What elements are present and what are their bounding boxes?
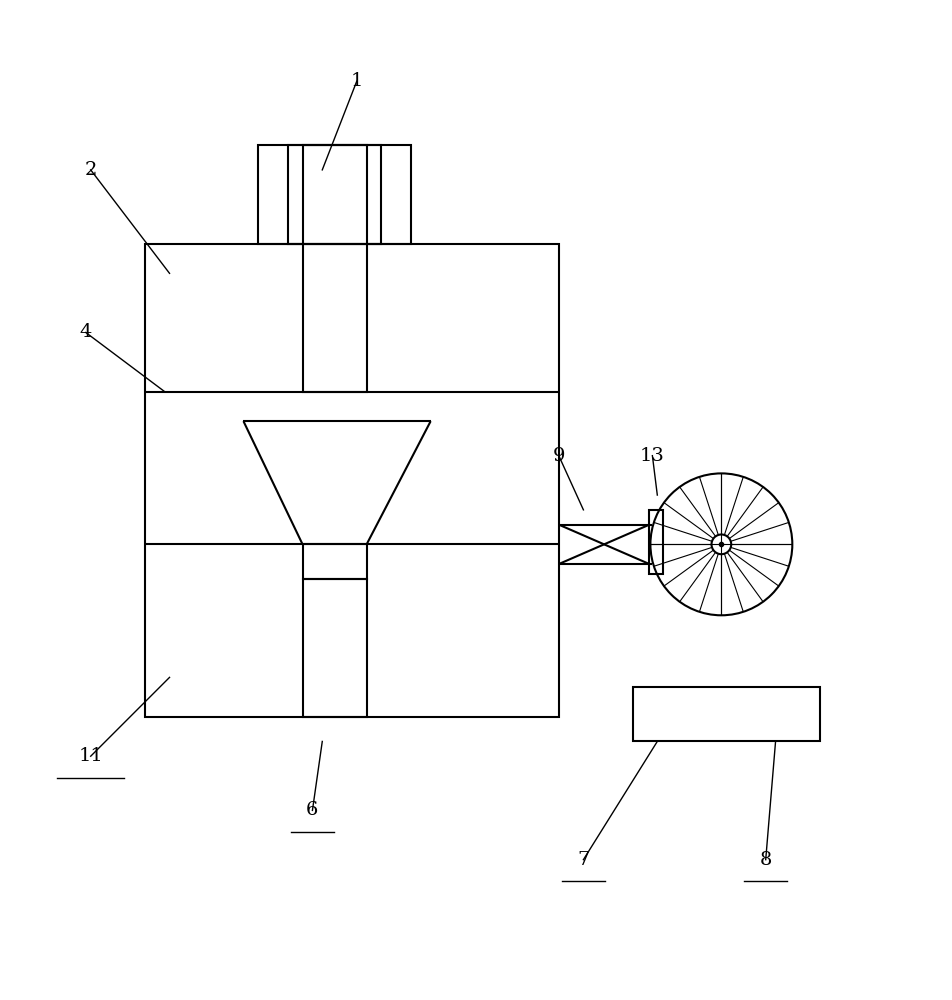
Text: 1: 1 — [350, 72, 363, 90]
Bar — [303, 544, 367, 579]
Text: 4: 4 — [80, 323, 92, 341]
Text: 9: 9 — [552, 447, 565, 465]
Text: 8: 8 — [760, 851, 772, 869]
Bar — [303, 145, 367, 392]
Bar — [633, 687, 820, 741]
Text: 7: 7 — [577, 851, 589, 869]
Bar — [258, 145, 411, 244]
Bar — [288, 145, 382, 244]
Text: 2: 2 — [85, 161, 97, 179]
Bar — [145, 244, 559, 717]
Bar — [303, 579, 367, 717]
Text: 13: 13 — [640, 447, 664, 465]
Bar — [649, 510, 664, 574]
Text: 11: 11 — [78, 747, 103, 765]
Text: 6: 6 — [307, 801, 319, 819]
